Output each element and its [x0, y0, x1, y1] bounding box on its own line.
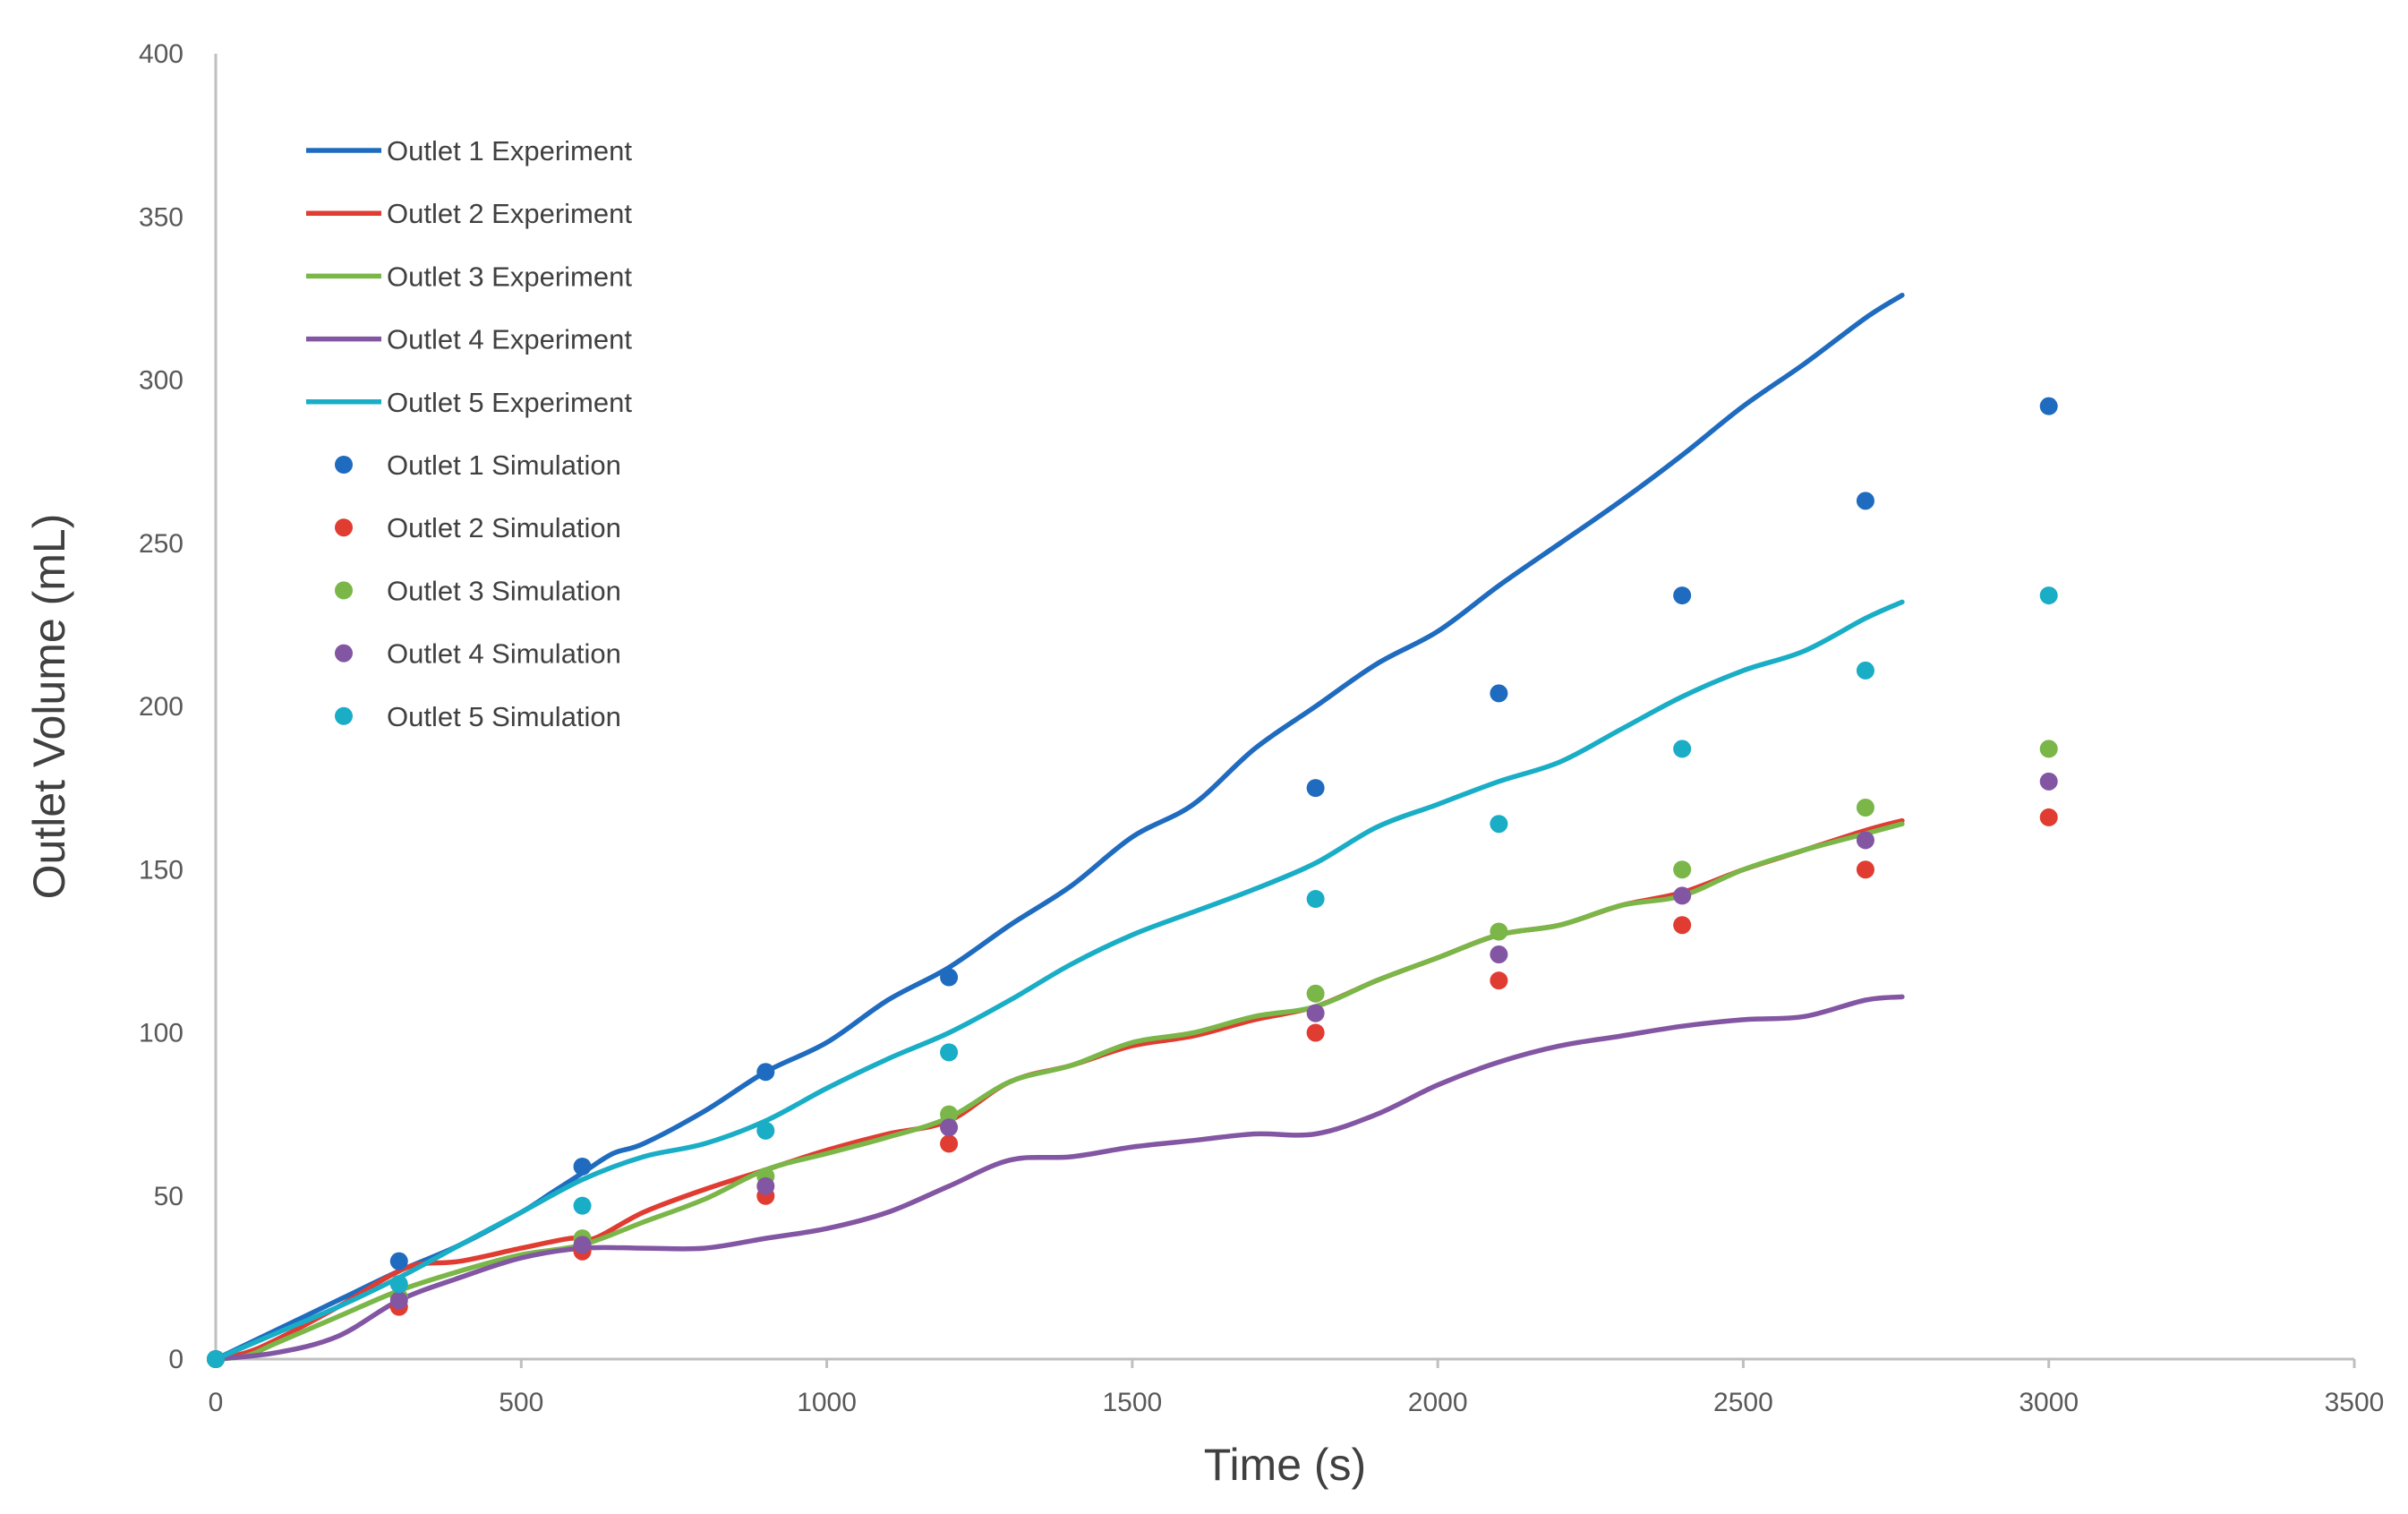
outlet-3-simulation-point [1306, 984, 1325, 1003]
x-tick-label: 1500 [1102, 1388, 1162, 1417]
outlet-4-simulation-point [1306, 1004, 1325, 1022]
y-tick-label: 50 [154, 1182, 184, 1211]
x-tick-label: 3000 [2019, 1388, 2079, 1417]
outlet-5-simulation-point [573, 1196, 592, 1215]
legend-label-outlet-4-experiment: Outlet 4 Experiment [387, 324, 632, 355]
legend-label-outlet-1-experiment: Outlet 1 Experiment [387, 135, 632, 167]
outlet-2-simulation-point [1490, 971, 1508, 990]
outlet-4-experiment-line [213, 994, 1905, 1362]
outlet-1-simulation-point [756, 1063, 775, 1082]
outlet-5-simulation-point [1856, 661, 1874, 680]
outlet-4-simulation-point [1856, 831, 1874, 850]
legend-swatch-outlet-5-simulation [335, 706, 353, 725]
y-tick-label: 250 [139, 529, 184, 559]
outlet-5-simulation-point [756, 1121, 775, 1140]
legend-label-outlet-3-experiment: Outlet 3 Experiment [387, 261, 632, 292]
outlet-4-simulation-point [756, 1176, 775, 1195]
outlet-1-simulation-point [573, 1157, 592, 1176]
outlet-3-simulation-point [1490, 922, 1508, 941]
outlet-5-simulation-point [207, 1350, 225, 1368]
outlet-4-simulation-point [1673, 886, 1692, 905]
legend-label-outlet-5-simulation: Outlet 5 Simulation [387, 701, 621, 732]
outlet-4-simulation-point [573, 1236, 592, 1254]
y-tick-label: 350 [139, 202, 184, 232]
outlet-1-simulation-point [389, 1252, 408, 1270]
y-tick-label: 200 [139, 692, 184, 722]
x-tick-label: 2000 [1408, 1388, 1468, 1417]
outlet-2-simulation-point [940, 1134, 959, 1153]
y-tick-label: 400 [139, 39, 184, 69]
x-tick-label: 3500 [2325, 1388, 2385, 1417]
series-lines [213, 292, 1905, 1362]
outlet-3-simulation-point [1856, 798, 1874, 817]
outlet-5-simulation-point [2039, 586, 2058, 605]
legend-label-outlet-2-experiment: Outlet 2 Experiment [387, 198, 632, 229]
outlet-1-simulation-point [1856, 492, 1874, 510]
outlet-2-simulation-point [1856, 860, 1874, 879]
outlet-4-simulation-point [389, 1291, 408, 1310]
outlet-2-simulation-point [2039, 808, 2058, 826]
outlet-4-simulation-point [940, 1118, 959, 1137]
axes: 0 50 100 150 200 250 300 350 400 0 500 1000 1500 2000… [139, 39, 2384, 1417]
x-tick-label: 0 [209, 1388, 224, 1417]
x-axis-title: Time (s) [1204, 1440, 1366, 1490]
series-points [207, 397, 2058, 1368]
y-tick-label: 300 [139, 366, 184, 396]
outlet-1-simulation-point [1306, 779, 1325, 798]
outlet-5-simulation-point [1673, 740, 1692, 758]
outlet-2-simulation-point [1306, 1023, 1325, 1042]
outlet-3-simulation-point [1673, 860, 1692, 879]
outlet-1-simulation-point [2039, 397, 2058, 415]
outlet-1-simulation-point [1490, 684, 1508, 703]
x-tick-label: 2500 [1713, 1388, 1773, 1417]
legend-label-outlet-1-simulation: Outlet 1 Simulation [387, 449, 621, 481]
outlet-5-simulation-point [940, 1043, 959, 1062]
x-tick-label: 500 [499, 1388, 543, 1417]
outlet-3-experiment-line [213, 821, 1905, 1362]
x-tick-label: 1000 [797, 1388, 857, 1417]
outlet-1-simulation-point [1673, 586, 1692, 605]
legend-label-outlet-5-experiment: Outlet 5 Experiment [387, 387, 632, 418]
outlet-5-simulation-point [1306, 890, 1325, 909]
y-tick-label: 0 [168, 1345, 184, 1374]
y-axis-title: Outlet Volume (mL) [24, 514, 74, 900]
legend-swatch-outlet-4-simulation [335, 644, 353, 663]
legend: Outlet 1 Experiment Outlet 2 Experiment Ou… [306, 135, 632, 732]
outlet-3-simulation-point [2039, 740, 2058, 758]
outlet-2-simulation-point [1673, 916, 1692, 935]
outlet-4-simulation-point [1490, 945, 1508, 964]
legend-swatch-outlet-1-simulation [335, 456, 353, 474]
outlet-1-simulation-point [940, 968, 959, 987]
legend-label-outlet-2-simulation: Outlet 2 Simulation [387, 512, 621, 543]
outlet-5-experiment-line [213, 599, 1905, 1362]
outlet-5-simulation-point [1490, 815, 1508, 834]
legend-label-outlet-4-simulation: Outlet 4 Simulation [387, 638, 621, 670]
outlet-5-simulation-point [389, 1275, 408, 1294]
outlet-4-simulation-point [2039, 772, 2058, 791]
legend-swatch-outlet-3-simulation [335, 581, 353, 600]
legend-swatch-outlet-2-simulation [335, 518, 353, 537]
legend-label-outlet-3-simulation: Outlet 3 Simulation [387, 575, 621, 606]
outlet-3-simulation-point [940, 1105, 959, 1124]
y-tick-label: 150 [139, 855, 184, 885]
y-tick-label: 100 [139, 1019, 184, 1048]
